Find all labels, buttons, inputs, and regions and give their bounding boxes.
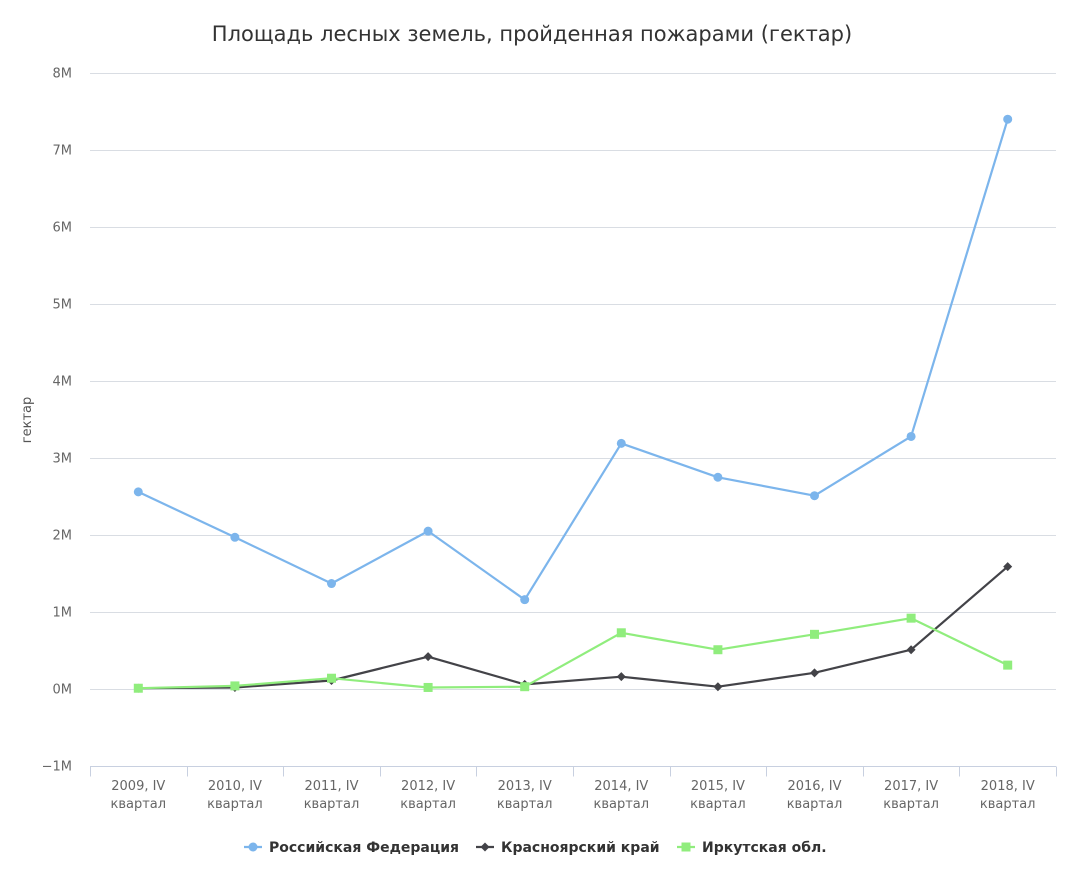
data-point-circle <box>520 595 530 605</box>
y-tick-label: 3M <box>53 452 73 467</box>
x-axis: 2009, IV квартал 2010, IV квартал 2011, IV кв… <box>90 766 1057 812</box>
x-tick-label: 2014, IV квартал <box>594 779 650 812</box>
y-tick-label: 4M <box>53 375 73 390</box>
y-tick-label: 0M <box>53 683 73 698</box>
y-tick-label: 5M <box>53 298 73 313</box>
data-point-circle <box>423 526 433 536</box>
chart-title: Площадь лесных земель, пройденная пожара… <box>212 22 852 46</box>
x-tick-label: 2015, IV квартал <box>690 779 746 812</box>
x-tick-label-line: 2014, IV <box>594 779 648 794</box>
data-point-square <box>520 682 530 692</box>
x-tick-label-line: квартал <box>111 797 167 812</box>
data-point-square <box>616 628 626 638</box>
x-tick-label: 2016, IV квартал <box>787 779 843 812</box>
x-tick-label-line: квартал <box>980 797 1036 812</box>
data-point-diamond <box>423 652 433 662</box>
x-tick-label-line: 2015, IV <box>691 779 745 794</box>
x-tick-label-line: 2013, IV <box>498 779 552 794</box>
data-point-circle <box>230 532 240 542</box>
x-tick-label-line: квартал <box>594 797 650 812</box>
x-tick-label: 2018, IV квартал <box>980 779 1036 812</box>
y-axis-label: гектар <box>20 397 35 443</box>
legend-marker-diamond <box>480 842 490 852</box>
x-tick-label-line: 2018, IV <box>981 779 1035 794</box>
y-tick-label: 6M <box>53 221 73 236</box>
data-point-square <box>906 613 916 623</box>
x-tick-label-line: квартал <box>304 797 360 812</box>
x-tick-label-line: квартал <box>400 797 456 812</box>
x-tick-label-line: 2009, IV <box>111 779 165 794</box>
legend: Российская Федерация Красноярский край Ирк… <box>244 840 827 856</box>
x-tick-label-line: квартал <box>883 797 939 812</box>
data-point-diamond <box>616 672 626 682</box>
y-tick-label: −1M <box>42 760 72 775</box>
data-point-square <box>713 645 723 655</box>
data-point-circle <box>133 487 143 497</box>
x-tick-label-line: 2010, IV <box>208 779 262 794</box>
x-tick-label-line: квартал <box>690 797 746 812</box>
data-point-diamond <box>810 668 819 678</box>
series-1 <box>133 114 1013 605</box>
y-tick-label: 1M <box>53 606 73 621</box>
data-point-circle <box>616 438 626 448</box>
y-tick-label: 8M <box>53 67 73 82</box>
series-line <box>137 118 1009 601</box>
x-tick-label: 2012, IV квартал <box>400 779 456 812</box>
x-tick-label-line: 2017, IV <box>884 779 938 794</box>
data-point-square <box>230 681 240 691</box>
x-tick-label-line: 2011, IV <box>304 779 358 794</box>
series-2 <box>133 562 1013 693</box>
data-point-diamond <box>1003 562 1013 572</box>
legend-marker-circle <box>248 842 258 852</box>
data-point-square <box>327 673 336 683</box>
x-tick-label-line: 2016, IV <box>787 779 841 794</box>
data-point-circle <box>906 431 916 441</box>
legend-item[interactable]: Иркутская обл. <box>677 840 827 856</box>
x-tick-label: 2017, IV квартал <box>883 779 939 812</box>
legend-item[interactable]: Красноярский край <box>476 840 660 856</box>
y-tick-label: 2M <box>53 529 73 544</box>
data-point-diamond <box>906 645 916 655</box>
data-point-circle <box>713 472 723 482</box>
series-line <box>137 617 1009 690</box>
legend-label: Красноярский край <box>501 840 660 856</box>
x-tick-label: 2011, IV квартал <box>304 779 360 812</box>
series-3 <box>133 613 1013 693</box>
legend-item[interactable]: Российская Федерация <box>244 840 459 856</box>
data-point-circle <box>810 491 819 501</box>
series-group <box>133 114 1013 693</box>
x-tick-label: 2010, IV квартал <box>207 779 263 812</box>
data-point-diamond <box>713 682 723 692</box>
y-tick-label: 7M <box>53 144 73 159</box>
data-point-square <box>133 683 143 693</box>
x-tick-label-line: квартал <box>497 797 553 812</box>
legend-label: Иркутская обл. <box>702 840 827 856</box>
x-tick-label: 2013, IV квартал <box>497 779 553 812</box>
y-axis-ticks: 8M 7M 6M 5M 4M 3M 2M 1M 0M −1M <box>42 67 72 775</box>
x-tick-label: 2009, IV квартал <box>111 779 167 812</box>
legend-marker-square <box>681 842 691 852</box>
legend-label: Российская Федерация <box>269 840 459 856</box>
x-tick-label-line: квартал <box>787 797 843 812</box>
series-line <box>137 565 1009 690</box>
data-point-square <box>810 629 819 639</box>
data-point-square <box>1003 660 1013 670</box>
data-point-circle <box>1003 114 1013 124</box>
x-tick-label-line: квартал <box>207 797 263 812</box>
x-tick-label-line: 2012, IV <box>401 779 455 794</box>
data-point-circle <box>327 579 336 589</box>
data-point-square <box>423 682 433 692</box>
grid-lines <box>90 73 1056 767</box>
